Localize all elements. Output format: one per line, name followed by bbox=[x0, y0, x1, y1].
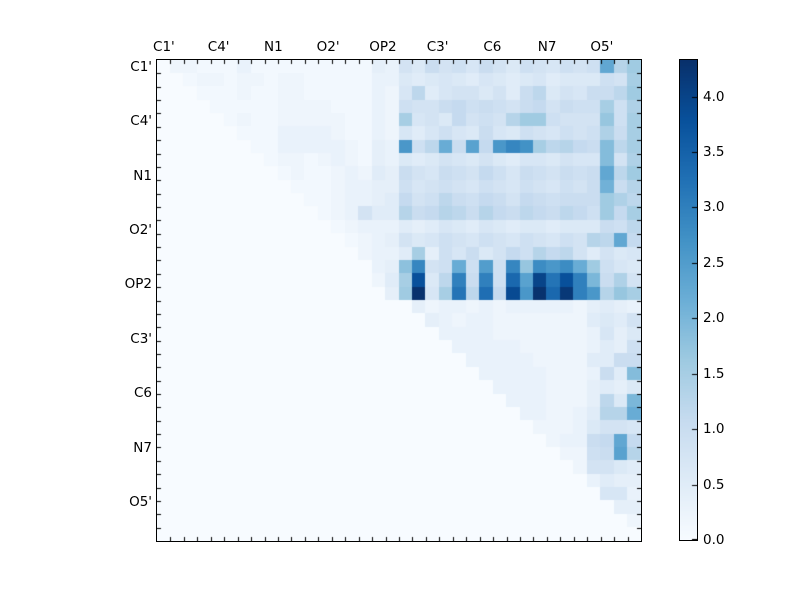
x-tick-label: N7 bbox=[537, 39, 557, 55]
y-tick-label: O2' bbox=[129, 222, 152, 239]
heatmap-canvas bbox=[156, 59, 641, 541]
x-tick-label: O5' bbox=[590, 39, 614, 55]
x-tick-label: O2' bbox=[316, 39, 340, 55]
heatmap-axes bbox=[155, 58, 642, 542]
colorbar-tick-label: 2.5 bbox=[703, 254, 725, 271]
colorbar-tick-label: 3.5 bbox=[703, 144, 725, 160]
y-tick-label: C6 bbox=[133, 385, 152, 402]
x-tick-label: C3' bbox=[426, 39, 449, 55]
x-tick-label: N1 bbox=[264, 39, 283, 55]
colorbar-tick-label: 0.5 bbox=[703, 476, 725, 493]
x-tick-label: OP2 bbox=[369, 39, 397, 55]
y-tick-label: C1' bbox=[130, 58, 152, 75]
x-tick-label: C4' bbox=[207, 39, 230, 55]
colorbar-tick-label: 1.5 bbox=[703, 365, 725, 382]
colorbar-tick-label: 2.0 bbox=[703, 310, 725, 327]
colorbar-tick-label: 4.0 bbox=[703, 88, 725, 105]
y-tick-label: N1 bbox=[133, 167, 152, 184]
colorbar-tick-label: 3.0 bbox=[703, 199, 725, 216]
y-tick-label: OP2 bbox=[124, 276, 152, 293]
x-tick-label: C1' bbox=[153, 39, 175, 55]
colorbar-tick-label: 1.0 bbox=[703, 421, 725, 438]
y-tick-label: C4' bbox=[130, 113, 152, 130]
y-tick-label: O5' bbox=[129, 494, 152, 511]
y-tick-label: N7 bbox=[133, 439, 152, 456]
x-tick-label: C6 bbox=[483, 39, 502, 55]
colorbar-canvas bbox=[679, 59, 697, 540]
y-tick-label: C3' bbox=[130, 330, 152, 347]
colorbar-tick-label: 0.0 bbox=[703, 532, 725, 548]
colorbar bbox=[678, 58, 698, 541]
